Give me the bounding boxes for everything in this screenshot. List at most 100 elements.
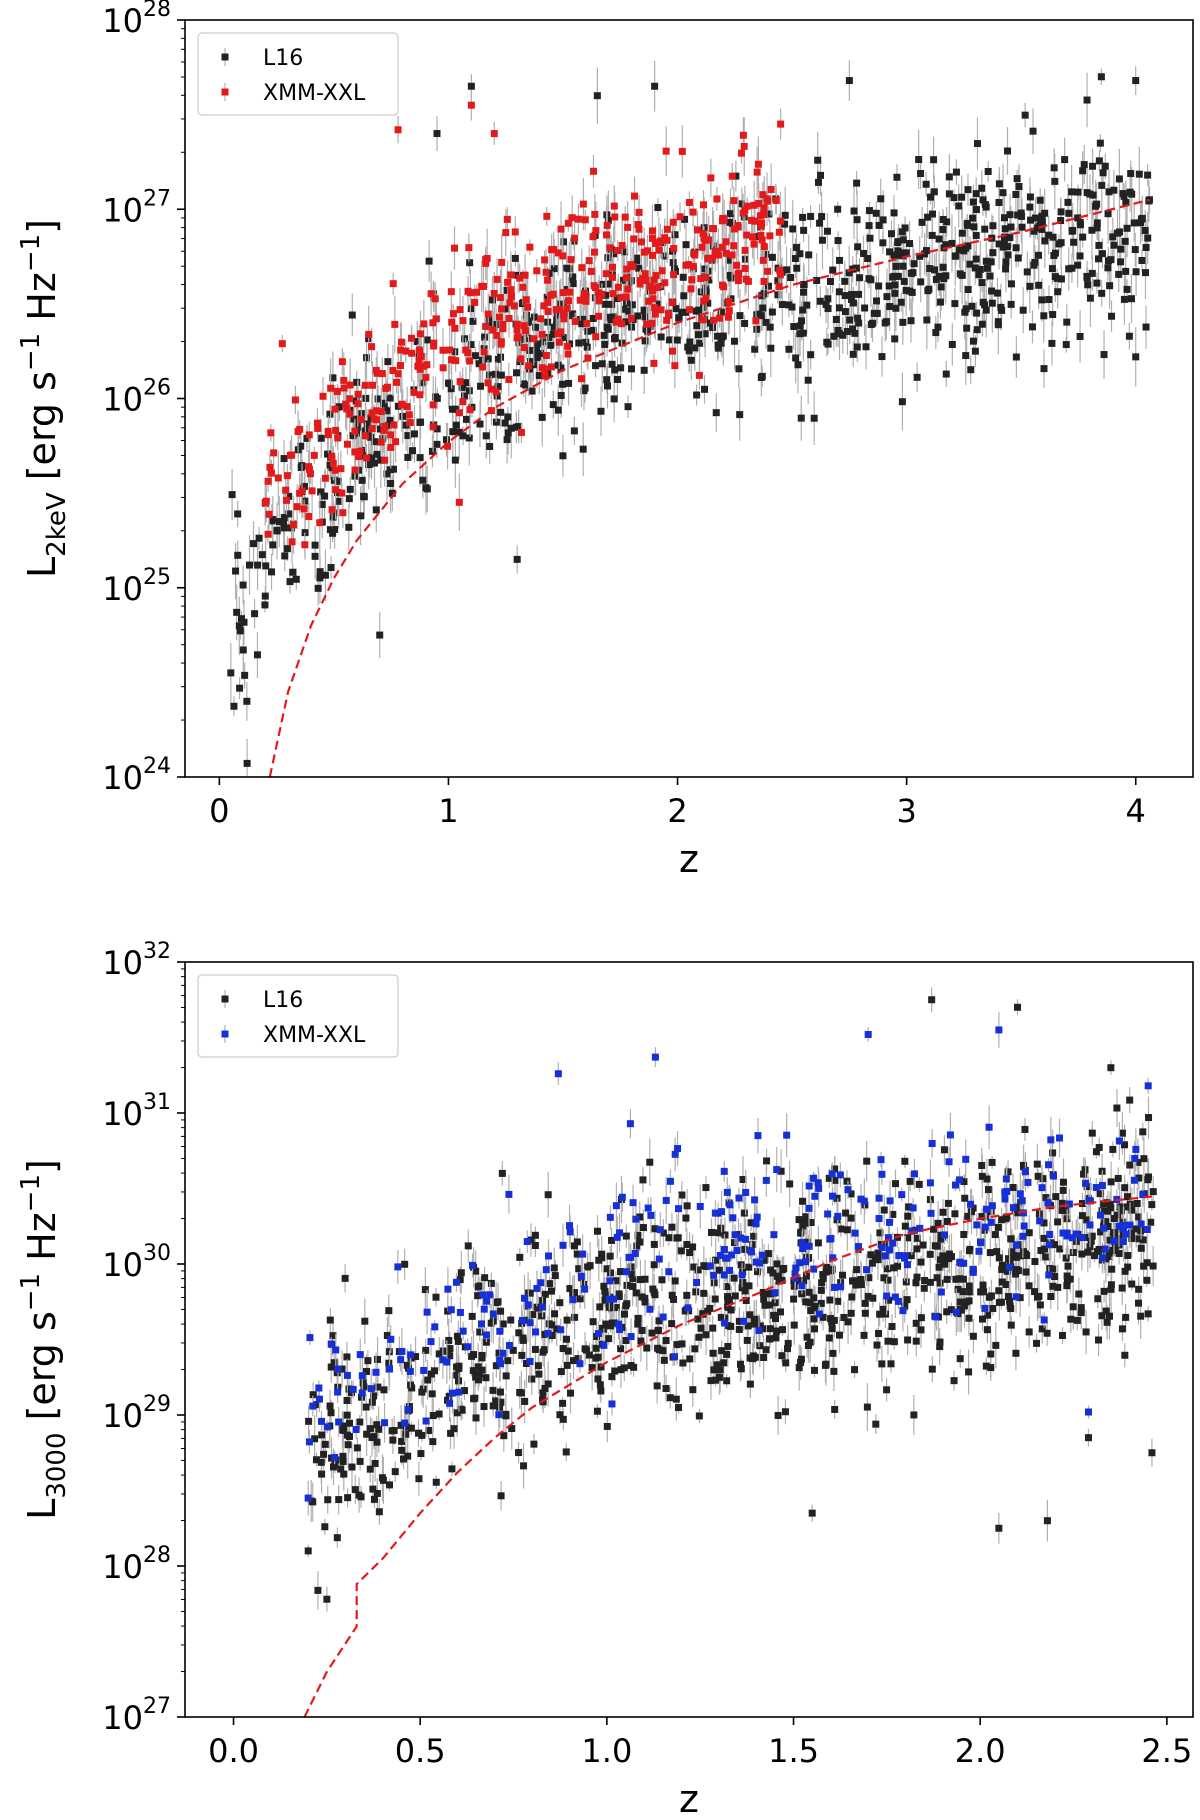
bottom-point-l16 — [516, 1388, 524, 1396]
bottom-point-l16 — [772, 1315, 780, 1323]
top-point-l16 — [1083, 96, 1091, 104]
top-point-l16 — [269, 541, 277, 549]
top-point-l16 — [608, 300, 616, 308]
top-point-xmm-xxl — [479, 363, 487, 371]
top-legend-marker — [221, 53, 229, 61]
bottom-point-l16 — [1062, 1254, 1070, 1262]
top-point-l16 — [335, 403, 343, 411]
top-point-xmm-xxl — [654, 283, 662, 291]
top-point-l16 — [785, 345, 793, 353]
bottom-point-l16 — [1128, 1235, 1136, 1243]
top-point-xmm-xxl — [591, 284, 599, 292]
top-point-l16 — [1049, 233, 1057, 241]
bottom-point-l16 — [950, 1377, 958, 1385]
top-point-l16 — [633, 257, 641, 265]
top-point-xmm-xxl — [636, 280, 644, 288]
top-point-l16 — [533, 345, 541, 353]
bottom-point-l16 — [615, 1293, 623, 1301]
bottom-point-l16 — [489, 1402, 497, 1410]
top-point-xmm-xxl — [301, 541, 309, 549]
bottom-point-l16 — [1096, 1190, 1104, 1198]
bottom-point-l16 — [805, 1254, 813, 1262]
top-point-l16 — [1041, 237, 1049, 245]
top-point-l16 — [1034, 251, 1042, 259]
top-point-l16 — [280, 455, 288, 463]
bottom-point-l16 — [983, 1326, 991, 1334]
bottom-point-l16 — [343, 1411, 351, 1419]
top-point-l16 — [371, 459, 379, 467]
bottom-point-l16 — [930, 1225, 938, 1233]
bottom-point-l16 — [575, 1265, 583, 1273]
top-point-xmm-xxl — [750, 201, 758, 209]
top-point-l16 — [581, 384, 589, 392]
bottom-point-l16 — [691, 1345, 699, 1353]
top-point-l16 — [741, 319, 749, 327]
bottom-point-l16 — [912, 1319, 920, 1327]
top-point-l16 — [297, 442, 305, 450]
top-point-l16 — [285, 492, 293, 500]
bottom-point-l16 — [531, 1345, 539, 1353]
bottom-point-l16 — [1047, 1292, 1055, 1300]
bottom-point-l16 — [340, 1470, 348, 1478]
top-point-l16 — [1120, 192, 1128, 200]
bottom-point-l16 — [608, 1373, 616, 1381]
bottom-point-l16 — [777, 1308, 785, 1316]
top-point-l16 — [999, 243, 1007, 251]
bottom-point-l16 — [668, 1223, 676, 1231]
top-point-xmm-xxl — [377, 438, 385, 446]
bottom-point-l16 — [378, 1474, 386, 1482]
bottom-point-l16 — [562, 1448, 570, 1456]
bottom-point-l16 — [1042, 1194, 1050, 1202]
bottom-point-l16 — [740, 1245, 748, 1253]
bottom-point-l16 — [492, 1397, 500, 1405]
top-point-l16 — [986, 272, 994, 280]
top-point-xmm-xxl — [689, 208, 697, 216]
top-point-xmm-xxl — [305, 431, 313, 439]
bottom-point-l16 — [890, 1264, 898, 1272]
top-point-l16 — [671, 231, 679, 239]
bottom-point-l16 — [1012, 1253, 1020, 1261]
top-point-l16 — [1063, 318, 1071, 326]
bottom-point-l16 — [1063, 1276, 1071, 1284]
bottom-point-l16 — [556, 1299, 564, 1307]
bottom-point-l16 — [1037, 1247, 1045, 1255]
top-point-l16 — [1055, 240, 1063, 248]
top-point-l16 — [1083, 189, 1091, 197]
bottom-point-l16 — [1040, 1234, 1048, 1242]
top-point-l16 — [982, 203, 990, 211]
top-point-xmm-xxl — [624, 223, 632, 231]
top-point-l16 — [360, 492, 368, 500]
bottom-point-l16 — [611, 1367, 619, 1375]
top-point-xmm-xxl — [766, 232, 774, 240]
bottom-point-l16 — [686, 1249, 694, 1257]
top-point-xmm-xxl — [420, 320, 428, 328]
bottom-point-l16 — [884, 1337, 892, 1345]
top-point-l16 — [799, 329, 807, 337]
bottom-point-l16 — [869, 1294, 877, 1302]
bottom-point-l16 — [1107, 1064, 1115, 1072]
top-point-xmm-xxl — [524, 303, 532, 311]
top-point-l16 — [672, 305, 680, 313]
bottom-point-l16 — [1035, 1292, 1043, 1300]
bottom-point-l16 — [1121, 1141, 1129, 1149]
bottom-point-l16 — [906, 1177, 914, 1185]
top-point-l16 — [582, 338, 590, 346]
top-point-l16 — [289, 568, 297, 576]
bottom-point-l16 — [750, 1232, 758, 1240]
top-point-l16 — [515, 423, 523, 431]
top-point-l16 — [964, 242, 972, 250]
top-point-l16 — [890, 272, 898, 280]
top-point-l16 — [767, 344, 775, 352]
top-point-xmm-xxl — [487, 385, 495, 393]
bottom-point-l16 — [650, 1240, 658, 1248]
top-point-xmm-xxl — [764, 267, 772, 275]
bottom-point-l16 — [683, 1241, 691, 1249]
top-point-xmm-xxl — [432, 315, 440, 323]
bottom-point-l16 — [1007, 1321, 1015, 1329]
top-point-l16 — [958, 229, 966, 237]
top-point-l16 — [813, 276, 821, 284]
top-point-l16 — [261, 592, 269, 600]
top-point-l16 — [999, 189, 1007, 197]
bottom-point-l16 — [612, 1277, 620, 1285]
